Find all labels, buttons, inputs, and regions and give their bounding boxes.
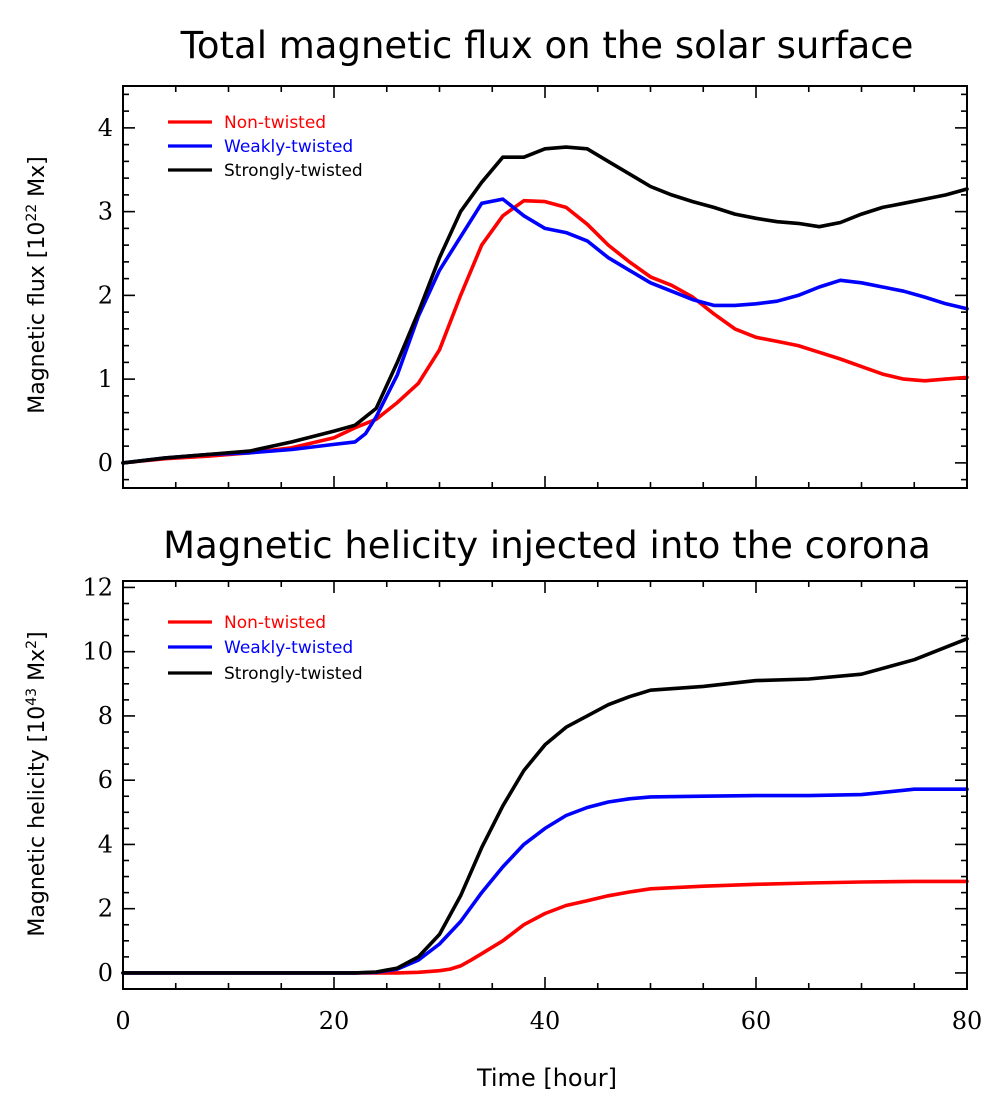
helicity-x-tick-label: 60	[741, 1007, 772, 1035]
helicity-x-tick-label: 0	[115, 1007, 130, 1035]
flux-legend: Non-twisted Weakly-twisted Strongly-twis…	[168, 113, 363, 181]
helicity-series-lines	[121, 636, 969, 975]
helicity-plot-frame	[122, 580, 968, 990]
flux-series-strongly-twisted	[121, 145, 969, 465]
flux-legend-strongly-twisted: Strongly-twisted	[224, 161, 363, 181]
helicity-x-tick-label: 40	[530, 1007, 561, 1035]
helicity-legend-weakly-twisted: Weakly-twisted	[224, 638, 353, 658]
helicity-y-tick-label: 10	[82, 638, 113, 666]
helicity-x-tick-label: 20	[319, 1007, 350, 1035]
flux-y-tick-label: 2	[98, 281, 113, 309]
helicity-legend-non-twisted: Non-twisted	[224, 613, 326, 633]
flux-legend-non-twisted: Non-twisted	[224, 113, 326, 133]
helicity-chart: Magnetic helicity injected into the coro…	[24, 524, 982, 1092]
flux-series-weakly-twisted	[121, 197, 969, 465]
flux-chart: Total magnetic flux on the solar surface…	[24, 24, 969, 489]
helicity-y-tick-label: 6	[98, 766, 113, 794]
flux-legend-weakly-twisted: Weakly-twisted	[224, 137, 353, 157]
helicity-y-tick-label: 2	[98, 895, 113, 923]
helicity-x-tick-labels: 0 20 40 60 80	[115, 1007, 982, 1035]
helicity-y-tick-label: 8	[98, 702, 113, 730]
flux-y-tick-labels: 0 1 2 3 4	[98, 114, 113, 477]
helicity-series-strongly-twisted	[121, 636, 969, 975]
helicity-x-tick-label: 80	[952, 1007, 983, 1035]
x-axis-label: Time [hour]	[476, 1064, 617, 1092]
helicity-y-tick-label: 4	[98, 830, 113, 858]
helicity-y-tick-labels: 0 2 4 6 8 10 12	[82, 573, 113, 987]
flux-y-tick-label: 3	[98, 198, 113, 226]
flux-y-tick-label: 4	[98, 114, 113, 142]
flux-y-axis-label: Magnetic flux [1022 Mx]	[24, 156, 50, 414]
flux-y-tick-label: 1	[98, 365, 113, 393]
flux-plot-frame	[122, 85, 968, 489]
flux-chart-title: Total magnetic flux on the solar surface	[180, 24, 914, 67]
flux-y-tick-label: 0	[98, 449, 113, 477]
helicity-legend-strongly-twisted: Strongly-twisted	[224, 664, 363, 684]
helicity-y-tick-label: 12	[82, 573, 113, 601]
flux-series-lines	[121, 145, 969, 465]
helicity-legend: Non-twisted Weakly-twisted Strongly-twis…	[168, 613, 363, 684]
helicity-y-axis-label: Magnetic helicity [1043 Mx2]	[24, 631, 50, 936]
flux-series-non-twisted	[121, 198, 969, 465]
helicity-y-tick-label: 0	[98, 959, 113, 987]
helicity-chart-title: Magnetic helicity injected into the coro…	[163, 524, 931, 567]
helicity-series-non-twisted	[121, 879, 969, 975]
